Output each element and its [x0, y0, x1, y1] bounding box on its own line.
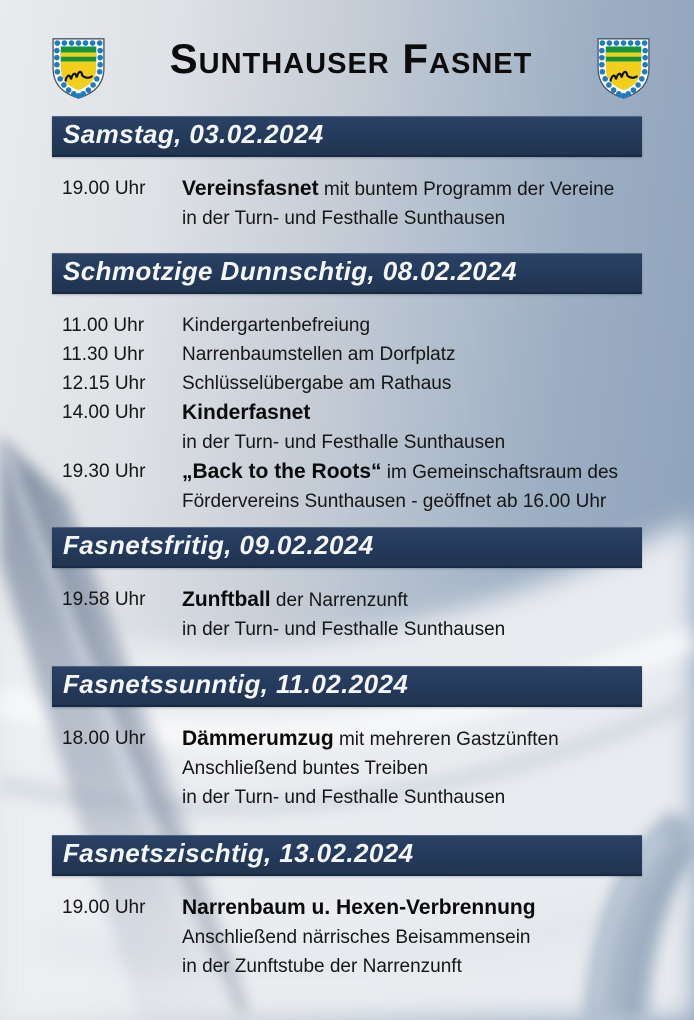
event-title: Zunftball: [182, 588, 271, 611]
event-row: 12.15 Uhr Schlüsselübergabe am Rathaus: [62, 369, 642, 398]
event-row: 11.00 Uhr Kindergartenbefreiung: [62, 311, 642, 340]
schedule: Samstag, 03.02.2024 19.00 Uhr Vereinsfas…: [0, 116, 694, 981]
section-samstag: Samstag, 03.02.2024 19.00 Uhr Vereinsfas…: [52, 116, 642, 233]
event-subline: in der Turn- und Festhalle Sunthausen: [182, 432, 506, 453]
event-subline: Fördervereins Sunthausen - geöffnet ab 1…: [182, 491, 607, 512]
event-subline: in der Zunftstube der Narrenzunft: [182, 956, 462, 977]
event-text: mit mehreren Gastzünften: [333, 729, 559, 750]
event-line: „Back to the Roots“ im Gemeinschaftsraum…: [182, 457, 642, 487]
event-text: der Narrenzunft: [270, 590, 408, 611]
event-list: 19.00 Uhr Narrenbaum u. Hexen-Verbrennun…: [52, 893, 642, 981]
event-description: „Back to the Roots“ im Gemeinschaftsraum…: [182, 457, 642, 516]
event-title: Kinderfasnet: [182, 401, 311, 424]
section-header-banner: Schmotzige Dunnschtig, 08.02.2024: [52, 253, 642, 294]
event-row: 11.30 Uhr Narrenbaumstellen am Dorfplatz: [62, 340, 642, 369]
section-fasnetsfritig: Fasnetsfritig, 09.02.2024 19.58 Uhr Zunf…: [52, 527, 642, 644]
section-header-label: Fasnetszischtig, 13.02.2024: [63, 837, 414, 868]
event-time: 19.00 Uhr: [62, 178, 146, 199]
event-time: 19.00 Uhr: [62, 897, 146, 918]
event-subline: in der Turn- und Festhalle Sunthausen: [182, 787, 506, 808]
section-header-label: Schmotzige Dunnschtig, 08.02.2024: [63, 255, 517, 286]
coat-of-arms-icon: [597, 38, 650, 99]
event-description: Narrenbaumstellen am Dorfplatz: [182, 340, 642, 369]
event-time: 18.00 Uhr: [62, 728, 146, 749]
section-header-banner: Fasnetszischtig, 13.02.2024: [52, 835, 642, 876]
event-title: Narrenbaum u. Hexen-Verbrennung: [182, 896, 536, 919]
event-time: 19.30 Uhr: [62, 461, 146, 482]
event-description: Kindergartenbefreiung: [182, 311, 642, 340]
event-list: 19.00 Uhr Vereinsfasnet mit buntem Progr…: [52, 174, 642, 233]
masthead: Sunthauser Fasnet: [0, 0, 694, 104]
coat-of-arms-icon: [52, 38, 105, 99]
event-row: 19.58 Uhr Zunftball der Narrenzunft in d…: [62, 585, 642, 644]
event-row: 14.00 Uhr Kinderfasnet in der Turn- und …: [62, 398, 642, 457]
event-row: 19.00 Uhr Narrenbaum u. Hexen-Verbrennun…: [62, 893, 642, 981]
event-title: „Back to the Roots“: [182, 460, 382, 483]
event-list: 11.00 Uhr Kindergartenbefreiung 11.30 Uh…: [52, 311, 642, 516]
event-row: 19.30 Uhr „Back to the Roots“ im Gemeins…: [62, 457, 642, 516]
event-description: Zunftball der Narrenzunft in der Turn- u…: [182, 585, 642, 644]
section-header-banner: Fasnetssunntig, 11.02.2024: [52, 666, 642, 707]
section-header-label: Fasnetssunntig, 11.02.2024: [63, 668, 409, 699]
event-subline: Anschließend buntes Treiben: [182, 758, 429, 779]
section-schmotzige-dunnschtig: Schmotzige Dunnschtig, 08.02.2024 11.00 …: [52, 253, 642, 516]
section-fasnetssunntig: Fasnetssunntig, 11.02.2024 18.00 Uhr Däm…: [52, 666, 642, 812]
event-description: Schlüsselübergabe am Rathaus: [182, 369, 642, 398]
event-time: 12.15 Uhr: [62, 373, 146, 394]
section-header-label: Fasnetsfritig, 09.02.2024: [63, 529, 374, 560]
event-line: Dämmerumzug mit mehreren Gastzünften: [182, 724, 642, 754]
section-header-label: Samstag, 03.02.2024: [63, 118, 324, 149]
event-subline: in der Turn- und Festhalle Sunthausen: [182, 208, 506, 229]
event-line: Kinderfasnet: [182, 398, 642, 428]
event-line: Schlüsselübergabe am Rathaus: [182, 373, 452, 394]
event-subline: in der Turn- und Festhalle Sunthausen: [182, 619, 506, 640]
event-line: Zunftball der Narrenzunft: [182, 585, 642, 615]
page-title: Sunthauser Fasnet: [169, 35, 533, 82]
event-description: Dämmerumzug mit mehreren Gastzünften Ans…: [182, 724, 642, 812]
event-description: Vereinsfasnet mit buntem Programm der Ve…: [182, 174, 642, 233]
section-fasnetszischtig: Fasnetszischtig, 13.02.2024 19.00 Uhr Na…: [52, 835, 642, 981]
event-line: Narrenbaum u. Hexen-Verbrennung: [182, 893, 642, 923]
event-list: 18.00 Uhr Dämmerumzug mit mehreren Gastz…: [52, 724, 642, 812]
event-title: Dämmerumzug: [182, 727, 334, 750]
event-line: Narrenbaumstellen am Dorfplatz: [182, 344, 456, 365]
event-line: Kindergartenbefreiung: [182, 315, 371, 336]
event-description: Narrenbaum u. Hexen-Verbrennung Anschlie…: [182, 893, 642, 981]
event-time: 14.00 Uhr: [62, 402, 146, 423]
event-list: 19.58 Uhr Zunftball der Narrenzunft in d…: [52, 585, 642, 644]
section-header-banner: Samstag, 03.02.2024: [52, 116, 642, 157]
event-text: im Gemeinschaftsraum des: [381, 462, 619, 483]
event-row: 19.00 Uhr Vereinsfasnet mit buntem Progr…: [62, 174, 642, 233]
event-time: 11.30 Uhr: [62, 344, 145, 365]
event-time: 11.00 Uhr: [62, 315, 145, 336]
event-row: 18.00 Uhr Dämmerumzug mit mehreren Gastz…: [62, 724, 642, 812]
event-text: mit buntem Programm der Vereine: [318, 179, 615, 200]
section-header-banner: Fasnetsfritig, 09.02.2024: [52, 527, 642, 568]
event-subline: Anschließend närrisches Beisammensein: [182, 927, 531, 948]
event-line: Vereinsfasnet mit buntem Programm der Ve…: [182, 174, 642, 204]
event-time: 19.58 Uhr: [62, 589, 146, 610]
event-title: Vereinsfasnet: [182, 177, 319, 200]
event-description: Kinderfasnet in der Turn- und Festhalle …: [182, 398, 642, 457]
